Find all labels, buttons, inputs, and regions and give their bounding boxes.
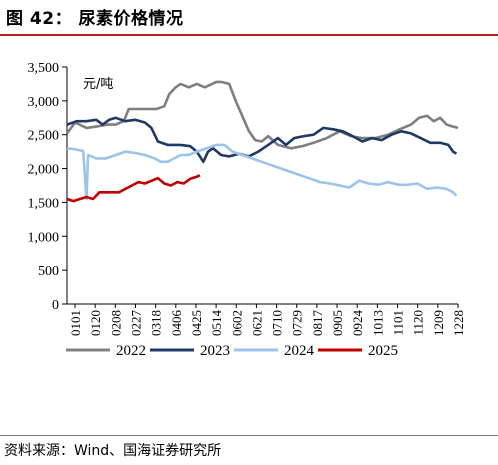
x-tick-label: 1228 [451,310,466,336]
axes [62,66,459,308]
x-tick-label: 1120 [411,310,426,336]
x-tick-label: 1013 [370,310,385,336]
x-tick-label: 0817 [310,310,325,337]
unit-label: 元/吨 [83,77,113,92]
tick-labels: 0 500 1,000 1,500 2,000 2,500 3,000 3,500 0101 01… [28,61,467,336]
y-tick-label: 2,500 [28,129,60,144]
x-tick-label: 0905 [330,310,345,336]
urea-price-chart: 0 500 1,000 1,500 2,000 2,500 3,000 3,500 0101 01… [28,61,467,359]
x-tick-label: 0120 [88,310,103,336]
x-tick-label: 0602 [229,310,244,336]
y-tick-label: 1,000 [28,230,60,245]
x-tick-label: 0227 [128,310,143,337]
x-tick-label: 0514 [209,310,224,337]
x-tick-label: 0208 [108,310,123,336]
series-line-2023 [66,116,458,164]
legend-label-2022: 2022 [116,343,146,359]
y-tick-label: 500 [38,264,59,279]
x-tick-label: 1209 [431,310,446,336]
legend: 2022 2023 2024 2025 [66,343,398,359]
x-tick-label: 0924 [350,310,365,337]
x-tick-label: 0621 [249,310,264,336]
title-divider [0,34,498,36]
x-tick-label: 0729 [290,310,305,336]
series-line-2025 [66,174,201,203]
y-tick-label: 2,000 [28,163,60,178]
x-tick-label: 0710 [270,310,285,336]
x-tick-label: 0425 [189,310,204,336]
y-tick-label: 3,500 [28,61,60,76]
x-tick-label: 0318 [149,310,164,336]
series-line-2024 [66,143,458,201]
series-line-2022 [65,80,459,150]
y-tick-label: 0 [52,298,59,313]
series-lines [65,80,459,203]
legend-label-2023: 2023 [200,343,230,359]
figure-title: 图 42： 尿素价格情况 [6,9,184,29]
legend-label-2024: 2024 [284,343,315,359]
x-tick-label: 0101 [68,310,83,336]
x-tick-label: 0406 [169,310,184,337]
x-tick-label: 1101 [391,310,406,336]
source-note: 资料来源：Wind、国海证券研究所 [4,443,222,459]
y-tick-label: 3,000 [28,95,60,110]
legend-label-2025: 2025 [368,343,398,359]
source-divider [0,435,498,436]
y-tick-label: 1,500 [28,196,60,211]
